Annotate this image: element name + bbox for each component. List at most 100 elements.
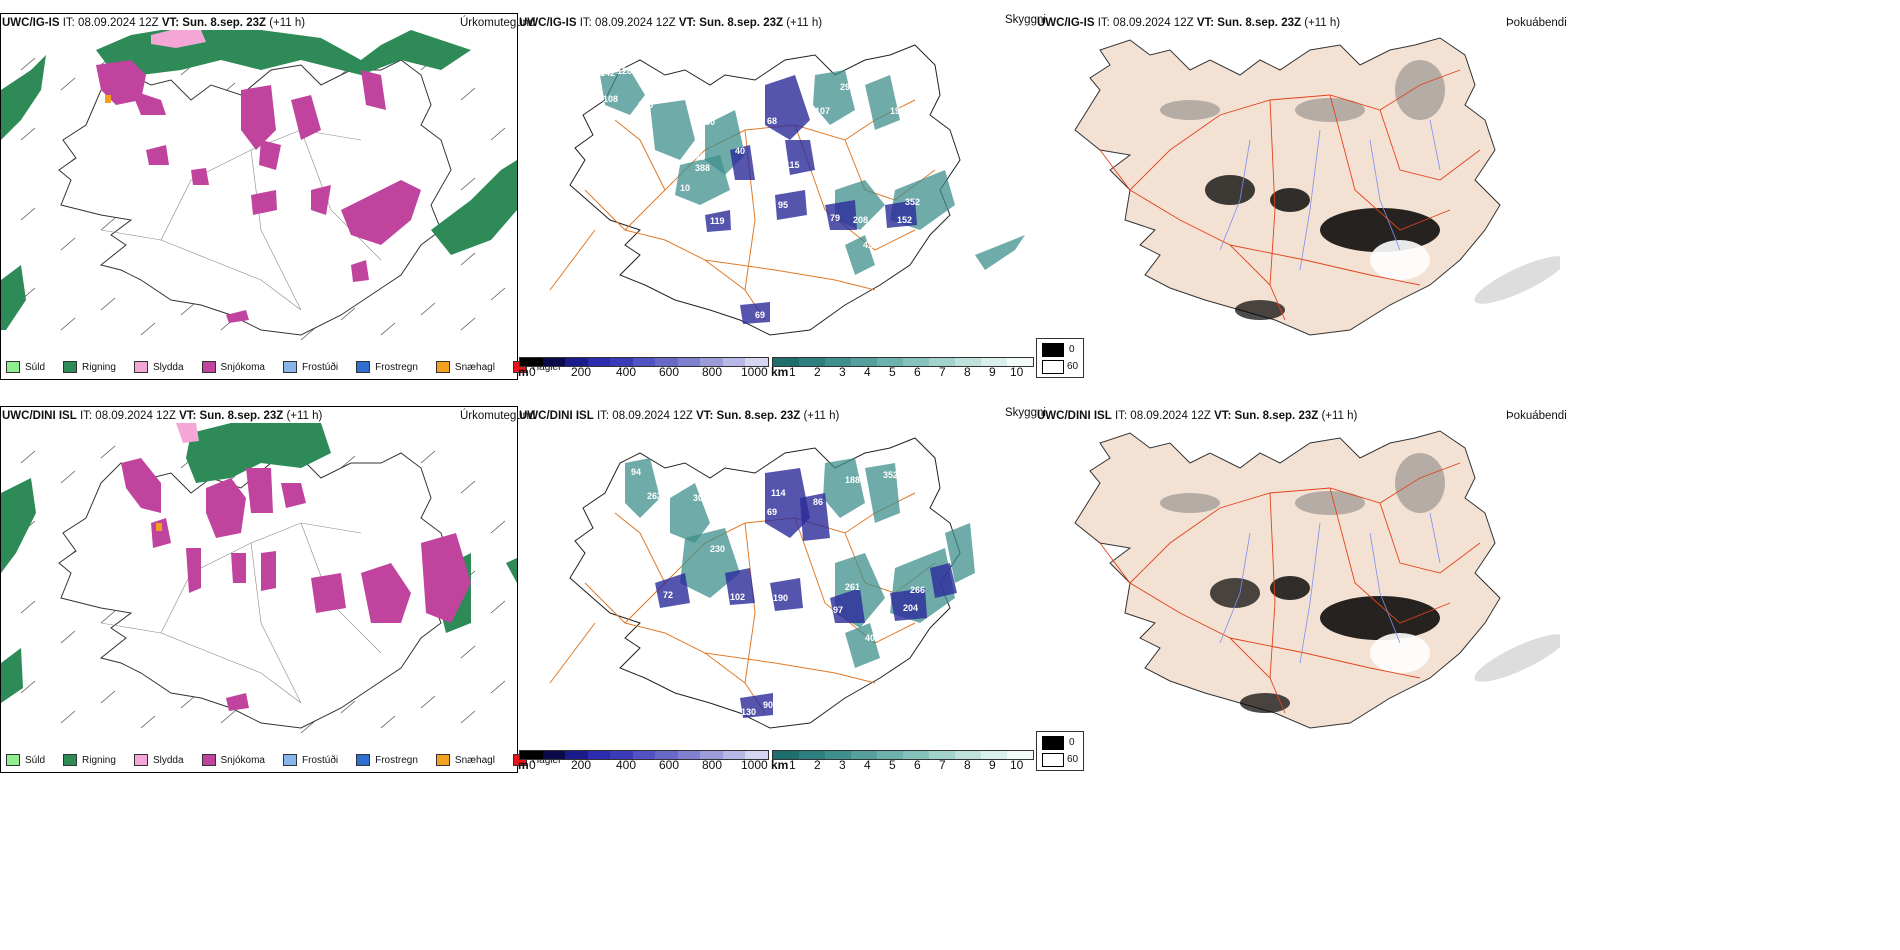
- vis-tick: 8: [964, 365, 971, 379]
- cloud-tick: 400: [616, 758, 637, 772]
- precip-legend-top: Súld Rigning Slydda Snjókoma Frostúði Fr…: [6, 361, 578, 373]
- legend-label: Rigning: [82, 361, 116, 373]
- vis-label: 97: [833, 605, 843, 615]
- legend-label: Snjókoma: [220, 754, 265, 766]
- fog-legend-bottom: 0 60: [1036, 731, 1084, 771]
- vis-label: 388: [695, 163, 710, 173]
- vis-label: 105: [827, 539, 842, 549]
- legend-swatch: [356, 754, 371, 766]
- visibility-areas: [625, 458, 975, 668]
- cloud-colorbar-top: m 0 200 400 600 800 1000: [518, 357, 769, 379]
- cloud-tick: 1000: [741, 758, 768, 772]
- fog-var-label-bottom: Þokuábendi: [1506, 410, 1567, 422]
- vis-label: 119: [710, 216, 725, 226]
- legend-swatch: [282, 361, 297, 373]
- vis-label: 303: [693, 493, 708, 503]
- vis-label: 72: [663, 590, 673, 600]
- vis-tick: 10: [1010, 365, 1024, 379]
- snow-areas: [96, 60, 421, 323]
- cloud-tick: 200: [571, 758, 592, 772]
- roads: [1099, 69, 1481, 321]
- vis-label: 10: [680, 183, 690, 193]
- legend-label: Snjókoma: [220, 361, 265, 373]
- fog-legend-label: 0: [1069, 737, 1075, 748]
- legend-label: Slydda: [152, 754, 184, 766]
- cloud-var-label-top: Skyggni: [1005, 14, 1046, 26]
- sleet-area: [176, 423, 199, 443]
- vis-label: 175: [638, 100, 653, 110]
- legend-item: Frostregn: [356, 754, 418, 766]
- fog-shading: [1160, 453, 1560, 713]
- vis-tick: 2: [814, 365, 821, 379]
- legend-swatch: [435, 361, 450, 373]
- fog-legend-swatch-white: [1042, 360, 1064, 374]
- legend-swatch: [6, 361, 20, 373]
- fog-legend-label: 60: [1067, 754, 1079, 765]
- cloud-tick: 1000: [741, 365, 768, 379]
- legend-item: Snæhagl: [435, 361, 495, 373]
- legend-swatch: [6, 754, 20, 766]
- legend-label: Snæhagl: [454, 754, 495, 766]
- vis-tick: 7: [939, 365, 946, 379]
- legend-label: Snæhagl: [454, 361, 495, 373]
- legend-label: Frostúði: [301, 754, 339, 766]
- cloud-map-top: 142 128 108 175 150 68 64 107 290 195 24…: [549, 44, 1025, 336]
- legend-swatch: [201, 754, 216, 766]
- vis-label: 95: [778, 200, 788, 210]
- low-cloud-areas: [655, 468, 957, 718]
- legend-item: Slydda: [133, 361, 184, 373]
- legend-label: Súld: [25, 754, 46, 766]
- legend-swatch: [356, 361, 371, 373]
- fog-map-bottom: [1074, 430, 1560, 729]
- hail-area: [105, 95, 111, 103]
- precip-panel-top: [0, 13, 518, 380]
- precip-var-label-top: Úrkomutegund: [460, 17, 536, 29]
- cloud-tick: 0: [529, 758, 536, 772]
- vis-label: 403: [865, 633, 880, 643]
- fog-legend-label: 0: [1069, 344, 1075, 355]
- vis-label: 208: [853, 215, 868, 225]
- cloud-tick: 400: [616, 365, 637, 379]
- vis-tick: 1: [789, 758, 796, 772]
- legend-label: Frostregn: [375, 361, 418, 373]
- cloud-tick: 600: [659, 758, 680, 772]
- vis-labels: 142 128 108 175 150 68 64 107 290 195 24…: [600, 66, 920, 320]
- cloud-tick: 0: [529, 365, 536, 379]
- vis-label: 128: [617, 66, 632, 76]
- vis-tick: 6: [914, 365, 921, 379]
- vis-tick: 3: [839, 365, 846, 379]
- vis-label: 94: [631, 467, 641, 477]
- panel-title-precip-bottom: UWC/DINI ISL IT: 08.09.2024 12Z VT: Sun.…: [2, 410, 323, 422]
- snow-areas: [121, 458, 471, 711]
- vis-tick: 7: [939, 758, 946, 772]
- vis-tick: 4: [864, 758, 871, 772]
- vis-label: 86: [715, 607, 725, 617]
- vis-label: 90: [763, 700, 773, 710]
- legend-item: Snjókoma: [201, 754, 265, 766]
- legend-item: Rigning: [63, 754, 116, 766]
- legend-item: Snjókoma: [201, 361, 265, 373]
- vis-tick: 9: [989, 758, 996, 772]
- fog-legend-label: 60: [1067, 361, 1079, 372]
- vis-label: 115: [785, 160, 800, 170]
- legend-label: Haglél: [531, 361, 561, 373]
- panel-title-fog-top: UWC/IG-IS IT: 08.09.2024 12Z VT: Sun. 8.…: [1037, 17, 1341, 29]
- panel-title-cloud-bottom: UWC/DINI ISL IT: 08.09.2024 12Z VT: Sun.…: [519, 410, 840, 422]
- vis-label: 150: [700, 117, 715, 127]
- vis-tick: 9: [989, 365, 996, 379]
- vis-label: 190: [773, 593, 788, 603]
- fog-legend-swatch-black: [1042, 343, 1064, 357]
- rivers: [1219, 119, 1441, 271]
- vis-label: 142: [600, 68, 615, 78]
- precip-panel-bottom: [0, 406, 518, 773]
- panel-title-fog-bottom: UWC/DINI ISL IT: 08.09.2024 12Z VT: Sun.…: [1037, 410, 1358, 422]
- legend-item: Frostúði: [282, 754, 339, 766]
- vis-label: 352: [905, 197, 920, 207]
- vis-labels: 94 262 303 114 69 71 86 188 352 105 230 …: [631, 467, 925, 717]
- cloud-tick: 600: [659, 365, 680, 379]
- legend-label: Rigning: [82, 754, 116, 766]
- legend-swatch: [63, 754, 78, 766]
- fog-shading: [1160, 60, 1560, 320]
- cloud-colorbar-bottom: m 0 200 400 600 800 1000: [518, 750, 769, 772]
- legend-label: Frostúði: [301, 361, 339, 373]
